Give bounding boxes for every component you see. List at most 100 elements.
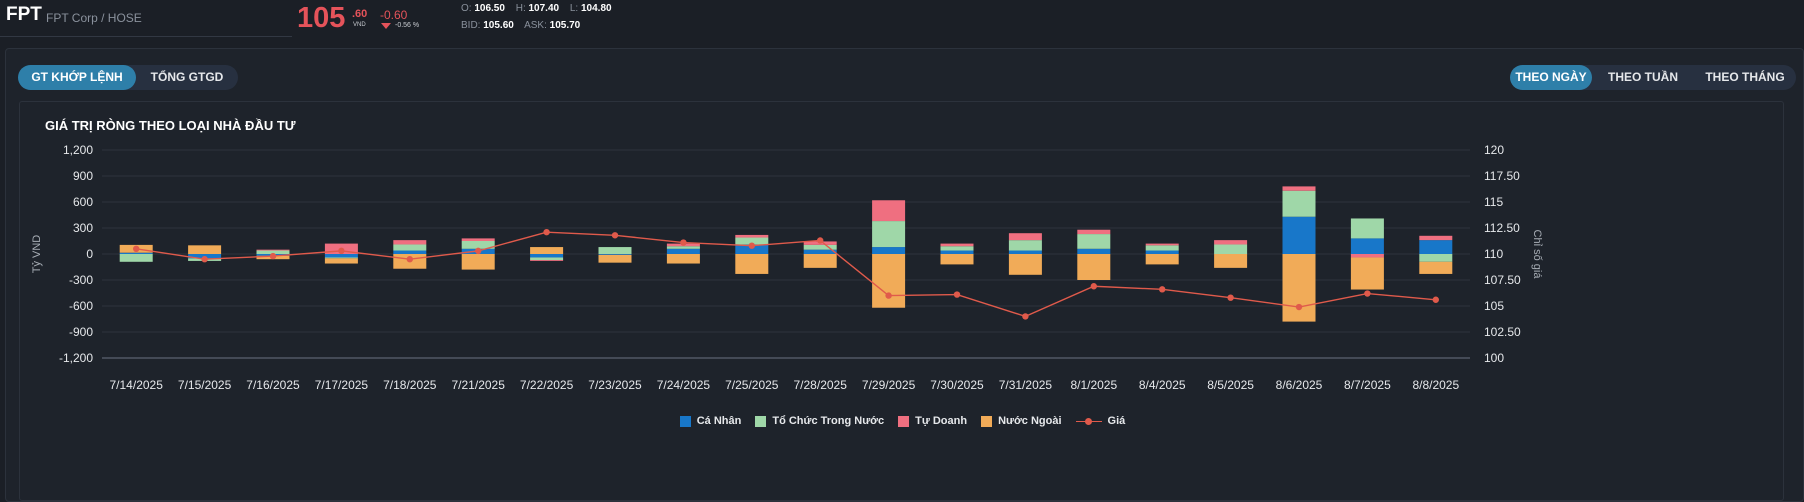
- bar-segment: [256, 250, 290, 254]
- bar-segment: [1214, 240, 1248, 245]
- bar-segment: [1282, 216, 1316, 254]
- bar-segment: [1419, 235, 1453, 241]
- bar-segment: [1419, 240, 1453, 254]
- price-point: [1227, 294, 1234, 301]
- legend-item-tu-doanh[interactable]: Tự Doanh: [898, 415, 967, 427]
- bar-segment: [735, 237, 769, 245]
- bar-segment: [530, 260, 564, 261]
- bar-segment: [735, 244, 769, 254]
- bar-segment: [530, 254, 564, 258]
- price-point: [133, 245, 140, 252]
- x-tick-label: 7/16/2025: [246, 378, 300, 392]
- bar-segment: [393, 244, 427, 251]
- price-point: [1022, 313, 1029, 320]
- price-point: [1432, 296, 1440, 303]
- bar-segment: [940, 246, 974, 251]
- bar-segment: [1282, 190, 1316, 217]
- bar-segment: [1419, 261, 1453, 274]
- price-line: [136, 231, 1436, 318]
- bar-segment: [735, 234, 769, 238]
- y2-tick-label: 120: [1484, 143, 1504, 157]
- price-point: [953, 291, 961, 298]
- bar-segment: [1350, 254, 1384, 258]
- bar-segment: [1077, 229, 1111, 235]
- x-tick-label: 7/18/2025: [383, 378, 437, 392]
- tab-theo-ngay[interactable]: THEO NGÀY: [1510, 65, 1592, 90]
- legend-item-nuoc-ngoai[interactable]: Nước Ngoài: [981, 415, 1062, 427]
- x-tick-label: 7/15/2025: [178, 378, 232, 392]
- legend-item-to-chuc[interactable]: Tổ Chức Trong Nước: [755, 415, 884, 427]
- x-tick-label: 7/25/2025: [725, 378, 779, 392]
- y-tick-label: 1,200: [63, 143, 93, 157]
- bid-ask-values: BID: 105.60 ASK: 105.70: [461, 20, 588, 31]
- price-integer: 105: [297, 2, 346, 34]
- value-type-toggle: GT KHỚP LỆNH TỔNG GTGD: [18, 65, 238, 90]
- y2-axis-label: Chỉ số giá: [1531, 230, 1543, 280]
- bar-segment: [803, 254, 837, 268]
- price-unit: VND: [353, 22, 366, 28]
- tab-theo-tuan[interactable]: THEO TUẦN: [1608, 70, 1678, 84]
- y-axis-label: Tỷ VND: [31, 235, 43, 274]
- tab-gt-khop-lenh[interactable]: GT KHỚP LỆNH: [18, 65, 136, 90]
- y-tick-label: 0: [86, 247, 93, 261]
- legend-label: Giá: [1107, 415, 1126, 427]
- x-tick-label: 8/1/2025: [1070, 378, 1117, 392]
- bar-segment: [188, 245, 222, 254]
- x-tick-label: 8/5/2025: [1207, 378, 1254, 392]
- investor-net-value-panel: GT KHỚP LỆNH TỔNG GTGD THEO NGÀY THEO TU…: [5, 48, 1804, 502]
- bar-segment: [461, 238, 495, 241]
- bar-segment: [666, 246, 700, 249]
- bar-segment: [1214, 244, 1248, 254]
- price-point: [817, 237, 824, 244]
- bar-segment: [461, 241, 495, 249]
- legend-label: Tự Doanh: [915, 415, 968, 427]
- open-label: O:: [461, 3, 472, 14]
- bar-segment: [598, 247, 632, 254]
- x-tick-label: 7/30/2025: [930, 378, 984, 392]
- price-point: [748, 242, 755, 249]
- y-tick-label: -300: [69, 273, 93, 287]
- legend-item-ca-nhan[interactable]: Cá Nhân: [679, 415, 742, 427]
- legend-label: Nước Ngoài: [998, 415, 1062, 427]
- bar-segment: [1008, 254, 1042, 275]
- ohlc-values: O: 106.50 H: 107.40 L: 104.80: [461, 3, 620, 14]
- bar-segment: [1419, 254, 1453, 262]
- bar-segment: [1145, 243, 1179, 246]
- bar-segment: [1214, 254, 1248, 268]
- y2-tick-label: 110: [1484, 247, 1503, 261]
- price-point: [1159, 286, 1166, 293]
- bar-segment: [530, 247, 564, 254]
- bar-segment: [1350, 218, 1384, 239]
- y2-tick-label: 100: [1484, 351, 1504, 365]
- bar-segment: [1077, 254, 1111, 280]
- bar-segment: [598, 254, 632, 255]
- tab-tong-gtgd[interactable]: TỔNG GTGD: [150, 70, 224, 84]
- symbol-box[interactable]: FPT FPT Corp / HOSE: [0, 0, 292, 37]
- bar-segment: [1282, 254, 1316, 322]
- bar-segment: [324, 258, 358, 264]
- legend-item-gia[interactable]: Giá: [1075, 415, 1126, 427]
- chart-container: GIÁ TRỊ RÒNG THEO LOẠI NHÀ ĐẦU TƯ 1,200 9…: [19, 101, 1784, 501]
- legend-label: Cá Nhân: [696, 415, 742, 427]
- tab-theo-thang[interactable]: THEO THÁNG: [1705, 70, 1785, 84]
- y-tick-label: 600: [73, 195, 93, 209]
- bar-segment: [1008, 240, 1042, 251]
- price-change-percent: -0.56 %: [395, 22, 420, 29]
- x-tick-label: 7/31/2025: [999, 378, 1053, 392]
- y2-tick-label: 112.50: [1484, 221, 1520, 235]
- x-tick-label: 7/23/2025: [588, 378, 642, 392]
- bar-segment: [872, 221, 906, 248]
- bar-segment: [1008, 250, 1042, 254]
- legend-swatch: [981, 415, 993, 427]
- bar-segment: [1077, 234, 1111, 249]
- legend-swatch: [898, 415, 910, 427]
- bar-segment: [803, 244, 837, 250]
- chart-legend: Cá Nhân Tổ Chức Trong Nước Tự Doanh Nước…: [20, 415, 1785, 427]
- y2-tick-label: 115: [1484, 195, 1503, 209]
- y2-tick-label: 105: [1484, 299, 1504, 313]
- price-point: [680, 239, 687, 246]
- y2-tick-label: 102.50: [1484, 325, 1521, 339]
- bar-segment: [1145, 250, 1179, 254]
- y2-tick-label: 117.50: [1484, 169, 1520, 183]
- bar-segment: [940, 243, 974, 247]
